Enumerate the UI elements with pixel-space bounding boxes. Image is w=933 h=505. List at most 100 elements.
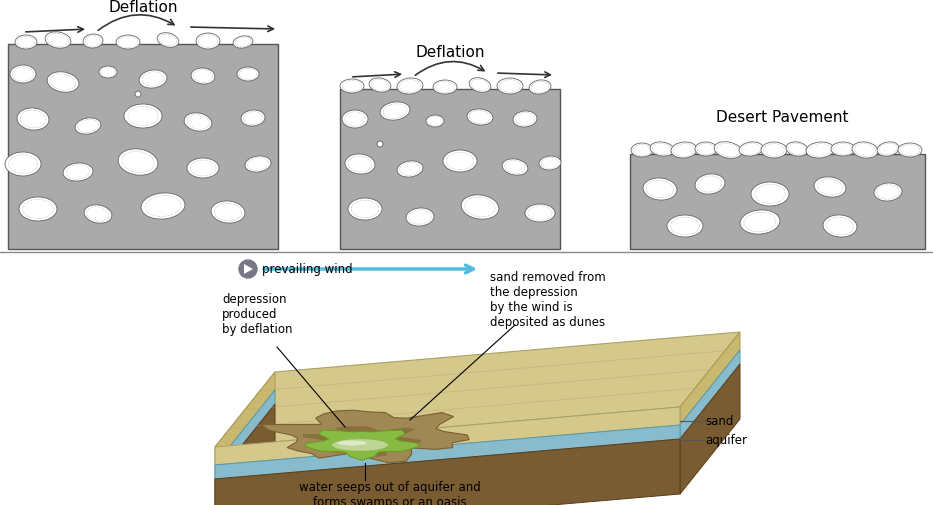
Ellipse shape <box>461 195 499 220</box>
Ellipse shape <box>695 143 717 157</box>
Ellipse shape <box>345 155 375 175</box>
Ellipse shape <box>380 103 410 121</box>
Polygon shape <box>337 441 367 445</box>
Ellipse shape <box>83 35 103 49</box>
Polygon shape <box>215 439 680 505</box>
Text: sand: sand <box>705 415 733 428</box>
Ellipse shape <box>10 66 36 84</box>
Ellipse shape <box>17 109 49 131</box>
Bar <box>630 155 925 249</box>
Ellipse shape <box>63 164 93 182</box>
Ellipse shape <box>48 73 79 93</box>
Ellipse shape <box>158 34 179 48</box>
Ellipse shape <box>187 159 219 179</box>
Ellipse shape <box>469 78 491 93</box>
Bar <box>8 45 278 249</box>
Ellipse shape <box>19 197 57 222</box>
Circle shape <box>239 261 257 278</box>
Ellipse shape <box>426 116 444 128</box>
Ellipse shape <box>898 144 922 158</box>
Ellipse shape <box>116 36 140 50</box>
Ellipse shape <box>695 175 725 195</box>
Ellipse shape <box>643 179 677 200</box>
Text: Deflation: Deflation <box>415 44 485 60</box>
Ellipse shape <box>513 112 537 128</box>
Polygon shape <box>305 430 419 460</box>
Ellipse shape <box>667 216 703 237</box>
Ellipse shape <box>751 183 789 207</box>
Ellipse shape <box>787 142 808 157</box>
Ellipse shape <box>806 142 834 159</box>
Ellipse shape <box>135 92 141 98</box>
Ellipse shape <box>815 177 846 198</box>
Polygon shape <box>215 332 740 447</box>
Text: water seeps out of aquifer and
forms swamps or an oasis: water seeps out of aquifer and forms swa… <box>299 480 480 505</box>
Ellipse shape <box>191 69 215 85</box>
Ellipse shape <box>369 79 391 93</box>
Ellipse shape <box>497 79 523 95</box>
Text: depression
produced
by deflation: depression produced by deflation <box>222 292 293 335</box>
Text: sand removed from
the depression
by the wind is
deposited as dunes: sand removed from the depression by the … <box>490 271 606 328</box>
Ellipse shape <box>233 37 253 49</box>
Bar <box>340 90 560 249</box>
Polygon shape <box>215 425 680 479</box>
Ellipse shape <box>377 142 383 147</box>
Text: Deflation: Deflation <box>108 0 178 15</box>
Ellipse shape <box>397 79 423 95</box>
Ellipse shape <box>740 211 780 235</box>
Ellipse shape <box>529 81 550 95</box>
Ellipse shape <box>241 111 265 127</box>
Ellipse shape <box>245 157 271 173</box>
Polygon shape <box>680 332 740 425</box>
Polygon shape <box>302 426 422 457</box>
Ellipse shape <box>761 143 787 159</box>
Ellipse shape <box>852 142 878 159</box>
Ellipse shape <box>141 193 185 220</box>
Ellipse shape <box>443 150 477 173</box>
Ellipse shape <box>211 201 245 224</box>
Ellipse shape <box>831 143 855 157</box>
Polygon shape <box>261 411 469 463</box>
Ellipse shape <box>539 157 561 171</box>
Bar <box>0 0 933 252</box>
Ellipse shape <box>877 142 898 157</box>
Polygon shape <box>680 350 740 439</box>
Polygon shape <box>215 407 680 465</box>
Ellipse shape <box>196 34 220 50</box>
Ellipse shape <box>76 119 101 135</box>
Text: aquifer: aquifer <box>705 434 747 446</box>
Ellipse shape <box>433 81 457 95</box>
Ellipse shape <box>15 36 37 50</box>
Ellipse shape <box>340 80 364 94</box>
Polygon shape <box>215 404 275 505</box>
Polygon shape <box>215 390 275 479</box>
Polygon shape <box>215 372 275 465</box>
Text: Desert Pavement: Desert Pavement <box>717 109 849 124</box>
Ellipse shape <box>184 114 212 132</box>
Ellipse shape <box>397 162 423 178</box>
Ellipse shape <box>823 216 857 237</box>
Ellipse shape <box>139 71 167 89</box>
Ellipse shape <box>467 110 493 126</box>
Text: prevailing wind: prevailing wind <box>262 262 353 275</box>
Bar <box>0 252 933 505</box>
Ellipse shape <box>406 209 434 227</box>
Ellipse shape <box>45 33 71 49</box>
Ellipse shape <box>714 142 742 159</box>
Ellipse shape <box>99 67 117 79</box>
Ellipse shape <box>874 184 902 201</box>
Ellipse shape <box>739 142 763 157</box>
Ellipse shape <box>342 111 368 129</box>
Ellipse shape <box>525 205 555 223</box>
Ellipse shape <box>671 143 697 159</box>
Ellipse shape <box>650 142 674 157</box>
Polygon shape <box>680 364 740 494</box>
Ellipse shape <box>84 206 112 224</box>
Ellipse shape <box>124 105 162 129</box>
Ellipse shape <box>631 144 653 158</box>
Polygon shape <box>332 439 388 451</box>
Ellipse shape <box>502 160 528 176</box>
Polygon shape <box>244 265 253 274</box>
Ellipse shape <box>5 153 41 177</box>
Ellipse shape <box>348 198 382 221</box>
